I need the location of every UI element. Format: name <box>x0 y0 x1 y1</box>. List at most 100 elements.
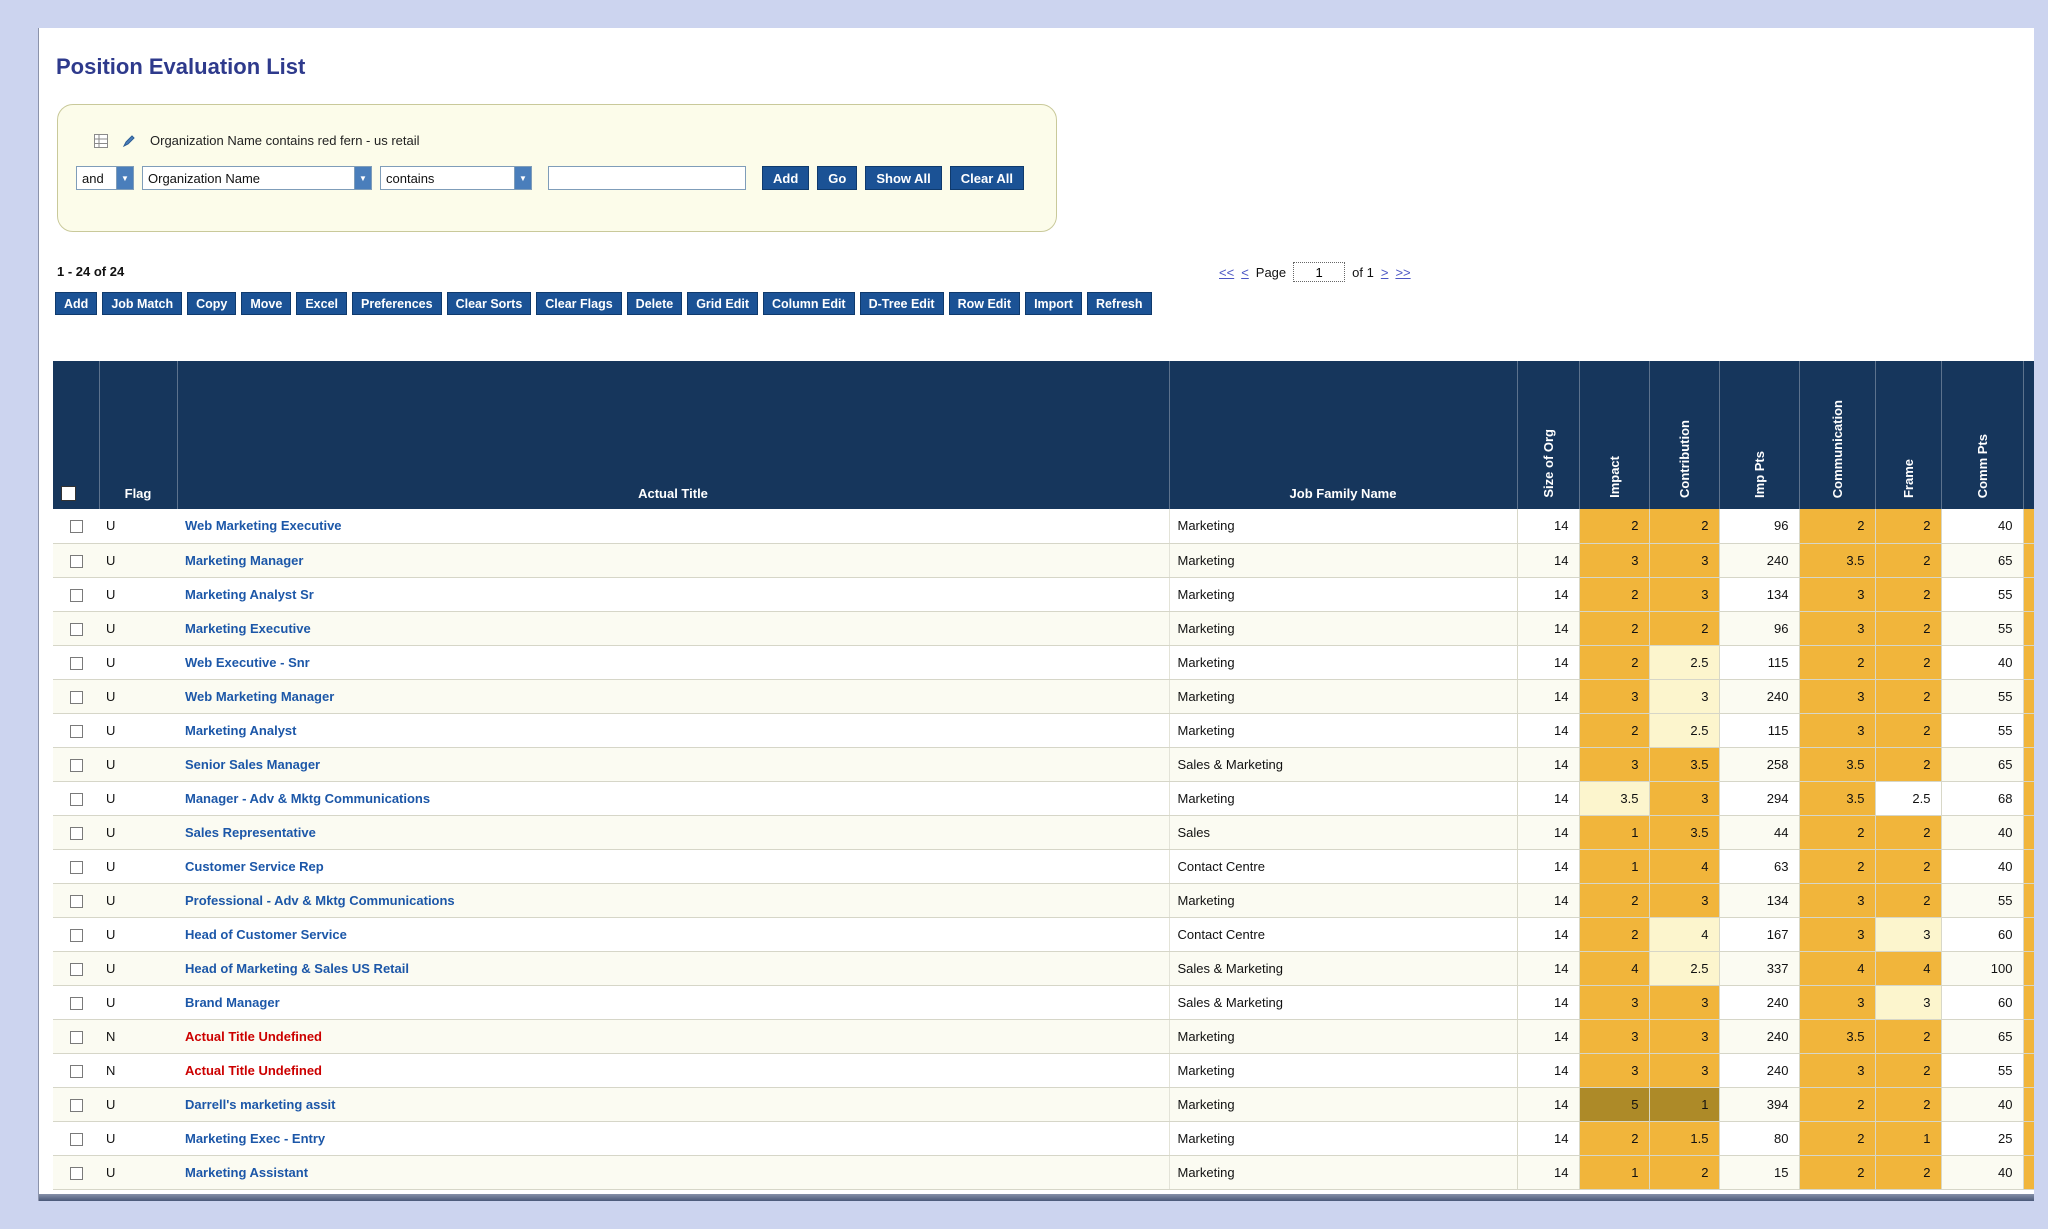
boolean-operator-select[interactable]: and ▼ <box>76 166 134 190</box>
row-checkbox[interactable] <box>70 1167 83 1180</box>
toolbar-button-import[interactable]: Import <box>1025 292 1082 315</box>
row-checkbox[interactable] <box>70 691 83 704</box>
row-checkbox[interactable] <box>70 589 83 602</box>
next-page-link[interactable]: > <box>1381 265 1389 280</box>
toolbar-button-clear-sorts[interactable]: Clear Sorts <box>447 292 532 315</box>
actual-title-link[interactable]: Senior Sales Manager <box>185 757 320 772</box>
prev-page-link[interactable]: < <box>1241 265 1249 280</box>
communication-header[interactable]: Communication <box>1830 400 1845 498</box>
row-checkbox[interactable] <box>70 929 83 942</box>
row-checkbox-cell <box>53 849 99 883</box>
toolbar-button-preferences[interactable]: Preferences <box>352 292 442 315</box>
frame-cell: 2 <box>1875 645 1941 679</box>
actual-title-link[interactable]: Marketing Assistant <box>185 1165 308 1180</box>
criteria-edit-icon[interactable] <box>122 134 136 148</box>
overflow-cell <box>2023 611 2034 645</box>
first-page-link[interactable]: << <box>1219 265 1234 280</box>
filter-condition-select[interactable]: contains ▼ <box>380 166 532 190</box>
toolbar-button-copy[interactable]: Copy <box>187 292 236 315</box>
actual-title-link[interactable]: Actual Title Undefined <box>185 1029 322 1044</box>
contribution-header[interactable]: Contribution <box>1677 420 1692 498</box>
actual-title-link[interactable]: Marketing Analyst Sr <box>185 587 314 602</box>
row-checkbox[interactable] <box>70 963 83 976</box>
impact-cell: 3 <box>1579 543 1649 577</box>
toolbar-button-excel[interactable]: Excel <box>296 292 347 315</box>
actual-title-link[interactable]: Marketing Exec - Entry <box>185 1131 325 1146</box>
toolbar-button-row-edit[interactable]: Row Edit <box>949 292 1020 315</box>
job-family-cell: Contact Centre <box>1169 849 1517 883</box>
row-checkbox[interactable] <box>70 725 83 738</box>
add-criteria-button[interactable]: Add <box>762 166 809 190</box>
toolbar-button-grid-edit[interactable]: Grid Edit <box>687 292 758 315</box>
actual-title-header[interactable]: Actual Title <box>177 361 1169 509</box>
table-row: UCustomer Service RepContact Centre14146… <box>53 849 2034 883</box>
job-family-header[interactable]: Job Family Name <box>1169 361 1517 509</box>
flag-cell: U <box>99 747 177 781</box>
toolbar-button-delete[interactable]: Delete <box>627 292 683 315</box>
select-all-checkbox[interactable] <box>61 486 76 501</box>
actual-title-link[interactable]: Brand Manager <box>185 995 280 1010</box>
toolbar-button-refresh[interactable]: Refresh <box>1087 292 1152 315</box>
filter-field-select[interactable]: Organization Name ▼ <box>142 166 372 190</box>
horizontal-scrollbar[interactable] <box>39 1194 2034 1201</box>
row-checkbox[interactable] <box>70 623 83 636</box>
toolbar-button-move[interactable]: Move <box>241 292 291 315</box>
show-all-button[interactable]: Show All <box>865 166 941 190</box>
clear-all-button[interactable]: Clear All <box>950 166 1024 190</box>
actual-title-link[interactable]: Actual Title Undefined <box>185 1063 322 1078</box>
actual-title-link[interactable]: Marketing Manager <box>185 553 303 568</box>
actual-title-link[interactable]: Head of Marketing & Sales US Retail <box>185 961 409 976</box>
actual-title-link[interactable]: Darrell's marketing assit <box>185 1097 336 1112</box>
toolbar-button-column-edit[interactable]: Column Edit <box>763 292 855 315</box>
actual-title-link[interactable]: Head of Customer Service <box>185 927 347 942</box>
contribution-cell: 2.5 <box>1649 645 1719 679</box>
row-checkbox[interactable] <box>70 1065 83 1078</box>
go-button[interactable]: Go <box>817 166 857 190</box>
toolbar-button-d-tree-edit[interactable]: D-Tree Edit <box>860 292 944 315</box>
actual-title-link[interactable]: Customer Service Rep <box>185 859 324 874</box>
row-checkbox[interactable] <box>70 1133 83 1146</box>
comm-pts-header[interactable]: Comm Pts <box>1975 434 1990 498</box>
imp-pts-cell: 96 <box>1719 611 1799 645</box>
criteria-grid-icon[interactable] <box>94 134 108 148</box>
actual-title-link[interactable]: Manager - Adv & Mktg Communications <box>185 791 430 806</box>
impact-header[interactable]: Impact <box>1607 456 1622 498</box>
row-checkbox[interactable] <box>70 997 83 1010</box>
actual-title-link[interactable]: Web Marketing Manager <box>185 689 334 704</box>
communication-cell: 3 <box>1799 611 1875 645</box>
row-checkbox[interactable] <box>70 793 83 806</box>
actual-title-link[interactable]: Marketing Analyst <box>185 723 297 738</box>
actual-title-link[interactable]: Marketing Executive <box>185 621 311 636</box>
row-checkbox[interactable] <box>70 520 83 533</box>
actual-title-link[interactable]: Web Executive - Snr <box>185 655 310 670</box>
row-checkbox[interactable] <box>70 1099 83 1112</box>
page-number-input[interactable] <box>1293 262 1345 282</box>
row-checkbox[interactable] <box>70 861 83 874</box>
impact-cell: 3 <box>1579 985 1649 1019</box>
table-row: UMarketing AnalystMarketing1422.51153255 <box>53 713 2034 747</box>
flag-header[interactable]: Flag <box>99 361 177 509</box>
last-page-link[interactable]: >> <box>1395 265 1410 280</box>
job-family-cell: Marketing <box>1169 509 1517 543</box>
size-of-org-cell: 14 <box>1517 1019 1579 1053</box>
row-checkbox[interactable] <box>70 657 83 670</box>
actual-title-cell: Professional - Adv & Mktg Communications <box>177 883 1169 917</box>
row-checkbox[interactable] <box>70 759 83 772</box>
row-checkbox[interactable] <box>70 555 83 568</box>
communication-cell: 3.5 <box>1799 781 1875 815</box>
table-row: UWeb Marketing ExecutiveMarketing1422962… <box>53 509 2034 543</box>
row-checkbox[interactable] <box>70 827 83 840</box>
toolbar-button-job-match[interactable]: Job Match <box>102 292 182 315</box>
communication-cell: 2 <box>1799 1155 1875 1189</box>
size-of-org-header[interactable]: Size of Org <box>1541 429 1556 498</box>
row-checkbox[interactable] <box>70 1031 83 1044</box>
toolbar-button-add[interactable]: Add <box>55 292 97 315</box>
row-checkbox[interactable] <box>70 895 83 908</box>
actual-title-link[interactable]: Sales Representative <box>185 825 316 840</box>
toolbar-button-clear-flags[interactable]: Clear Flags <box>536 292 621 315</box>
actual-title-link[interactable]: Web Marketing Executive <box>185 518 342 533</box>
imp-pts-header[interactable]: Imp Pts <box>1752 451 1767 498</box>
filter-value-input[interactable] <box>548 166 746 190</box>
frame-header[interactable]: Frame <box>1901 459 1916 498</box>
actual-title-link[interactable]: Professional - Adv & Mktg Communications <box>185 893 455 908</box>
